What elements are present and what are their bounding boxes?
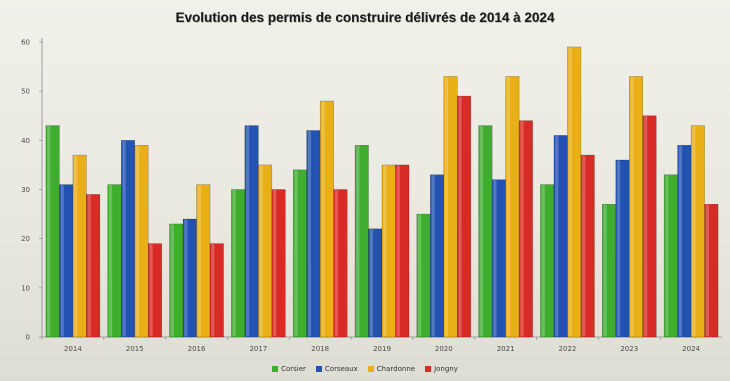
bar-2015-chardonne [134, 145, 149, 338]
bar-2022-corseaux-highlight [555, 135, 559, 337]
legend-label: Chardonne [376, 365, 416, 373]
legend-item-corsier: Corsier [272, 365, 306, 373]
legend-item-chardonne: Chardonne [367, 365, 416, 373]
x-tick-label: 2022 [559, 345, 577, 353]
x-tick-label: 2016 [188, 345, 206, 353]
bar-2016-jongny-highlight [211, 244, 215, 337]
y-tick-label: 20 [21, 235, 30, 243]
bar-2018-corseaux-highlight [307, 131, 312, 337]
bar-2024-corsier-highlight [665, 175, 669, 337]
x-tick-label: 2019 [373, 345, 391, 353]
bar-2019-corsier-highlight [356, 145, 360, 337]
legend-swatch [272, 366, 279, 372]
legend-label: Jongny [434, 365, 458, 373]
bar-2021-jongny-highlight [520, 121, 524, 337]
bar-2021-corseaux-highlight [493, 180, 497, 337]
bar-2015-corsier-highlight [108, 185, 113, 337]
bar-2018-chardonne-highlight [321, 101, 325, 337]
bar-2022-chardonne-highlight [568, 47, 572, 337]
bar-2020-jongny-highlight [458, 96, 462, 337]
bar-2023-jongny [642, 115, 657, 338]
legend-item-jongny: Jongny [425, 365, 458, 373]
x-tick-label: 2024 [682, 345, 700, 353]
legend-swatch [315, 366, 322, 372]
y-tick-label: 10 [21, 284, 30, 292]
bar-2024-jongny-highlight [705, 204, 709, 337]
y-tick-label: 40 [21, 137, 30, 145]
legend-label: Corseaux [324, 365, 358, 373]
bar-2022-corsier-highlight [541, 185, 545, 337]
x-tick-label: 2014 [64, 345, 82, 353]
x-tick-label: 2020 [435, 345, 453, 353]
bar-2017-jongny-highlight [273, 190, 277, 337]
bar-2021-jongny [518, 120, 533, 338]
bar-2016-corsier-highlight [170, 224, 174, 337]
bar-2020-jongny [457, 95, 472, 338]
x-tick-label: 2018 [311, 345, 329, 353]
bar-2023-jongny-highlight [643, 116, 648, 337]
bar-2022-jongny-highlight [582, 155, 586, 337]
legend-item-corseaux: Corseaux [315, 365, 358, 373]
bar-2024-chardonne-highlight [692, 126, 696, 337]
y-tick-label: 60 [21, 39, 30, 47]
bar-2016-corseaux-highlight [184, 219, 188, 337]
x-tick-label: 2023 [620, 345, 638, 353]
bar-2020-chardonne-highlight [445, 76, 449, 337]
bar-2015-corseaux [120, 140, 135, 338]
y-tick-label: 30 [21, 186, 30, 194]
bar-2023-chardonne-highlight [630, 76, 634, 337]
bar-2024-jongny [704, 204, 719, 338]
bar-2023-corseaux-highlight [616, 160, 621, 337]
bar-2019-jongny [395, 164, 410, 338]
bar-2015-jongny-highlight [149, 244, 153, 337]
bar-2016-chardonne-highlight [197, 185, 201, 337]
bar-2021-chardonne-highlight [506, 76, 511, 337]
x-tick-label: 2021 [497, 345, 515, 353]
bar-2014-jongny-highlight [87, 194, 91, 337]
bar-2014-jongny [86, 194, 101, 338]
bar-2015-chardonne-highlight [135, 145, 140, 337]
bar-2014-chardonne-highlight [74, 155, 78, 337]
bar-2019-jongny-highlight [396, 165, 400, 337]
bar-2018-jongny-highlight [334, 190, 339, 337]
chart-title: Evolution des permis de construire déliv… [175, 10, 555, 25]
legend-swatch [425, 366, 432, 372]
bar-2017-corsier-highlight [232, 190, 236, 337]
bar-2023-corsier-highlight [603, 204, 607, 337]
bar-2017-corseaux-highlight [246, 126, 250, 337]
bar-2017-jongny [271, 189, 286, 338]
bar-2019-chardonne-highlight [383, 165, 387, 337]
bar-2018-jongny [333, 189, 348, 338]
y-tick-label: 50 [21, 88, 30, 96]
x-tick-label: 2017 [249, 345, 267, 353]
bar-2014-corsier-highlight [47, 126, 51, 337]
bar-2014-corseaux-highlight [60, 185, 64, 337]
bar-2024-corseaux-highlight [678, 145, 682, 337]
legend-swatch [367, 366, 374, 372]
legend: Corsier Corseaux Chardonne Jongny [0, 365, 730, 373]
x-tick-label: 2015 [126, 345, 144, 353]
bar-2020-corsier-highlight [418, 214, 422, 337]
bar-2020-corseaux-highlight [431, 175, 435, 337]
bar-2021-corsier-highlight [479, 126, 484, 337]
y-tick-label: 0 [26, 334, 30, 342]
bar-2015-jongny [147, 243, 162, 338]
bar-2015-corseaux-highlight [122, 140, 126, 337]
bar-2016-jongny [209, 243, 224, 338]
bar-2022-jongny [580, 154, 595, 338]
bar-2018-corsier-highlight [294, 170, 298, 337]
legend-label: Corsier [281, 365, 306, 373]
bar-2019-corseaux-highlight [369, 229, 373, 337]
bar-2017-chardonne-highlight [259, 165, 263, 337]
